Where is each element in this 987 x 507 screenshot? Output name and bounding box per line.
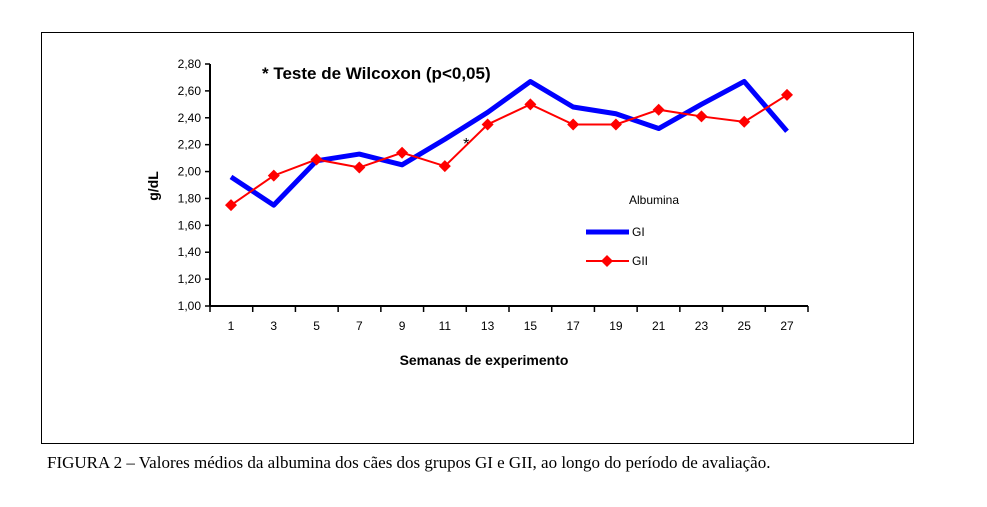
x-axis-title: Semanas de experimento	[400, 352, 569, 368]
series-gi-line	[229, 78, 789, 208]
y-axis-title: g/dL	[145, 171, 161, 201]
series-gii-marker	[225, 199, 237, 212]
y-tick-label: 1,00	[178, 299, 202, 313]
x-tick-label: 23	[695, 319, 709, 333]
x-tick-label: 25	[738, 319, 752, 333]
legend-gii-marker	[601, 255, 613, 267]
x-tick-label: 3	[270, 319, 277, 333]
x-tick-label: 13	[481, 319, 495, 333]
series-gii-marker	[524, 98, 537, 111]
series-gii-marker	[609, 118, 622, 131]
series-gii-marker	[353, 161, 366, 174]
x-tick-label: 21	[652, 319, 666, 333]
x-tick-label: 19	[609, 319, 623, 333]
series-gii-marker	[781, 88, 793, 101]
series-gii-marker	[396, 146, 409, 159]
chart-title: * Teste de Wilcoxon (p<0,05)	[262, 64, 491, 83]
x-tick-label: 15	[524, 319, 538, 333]
legend-title: Albumina	[629, 193, 679, 207]
series-gii-marker	[695, 110, 708, 123]
series-gii-marker	[310, 153, 323, 166]
x-tick-label: 27	[780, 319, 794, 333]
y-tick-label: 1,60	[178, 218, 202, 232]
x-tick-label: 1	[228, 319, 235, 333]
x-tick-label: 9	[399, 319, 406, 333]
y-tick-label: 1,80	[178, 191, 202, 205]
x-tick-label: 5	[313, 319, 320, 333]
series-gii-marker	[438, 160, 451, 173]
x-tick-label: 17	[566, 319, 580, 333]
y-tick-label: 2,80	[178, 57, 202, 71]
legend-gii-label: GII	[632, 254, 648, 268]
chart-frame	[41, 32, 914, 444]
x-tick-label: 11	[439, 319, 452, 333]
significance-asterisk: *	[463, 136, 469, 153]
y-tick-label: 2,60	[178, 84, 202, 98]
figure-caption: FIGURA 2 – Valores médios da albumina do…	[47, 453, 771, 472]
series-gii-marker	[567, 118, 580, 131]
series-gii-line	[230, 94, 788, 206]
legend-gi-label: GI	[632, 225, 645, 239]
y-tick-label: 2,00	[178, 165, 202, 179]
series-gii-marker	[267, 169, 280, 182]
x-tick-label: 7	[356, 319, 363, 333]
series-gii-marker	[481, 118, 494, 131]
y-tick-label: 1,20	[178, 272, 202, 286]
y-tick-label: 2,20	[178, 138, 202, 152]
y-tick-label: 2,40	[178, 111, 202, 125]
series-gii-marker	[738, 115, 751, 128]
y-tick-label: 1,40	[178, 245, 202, 259]
series-gii-marker	[652, 103, 665, 116]
